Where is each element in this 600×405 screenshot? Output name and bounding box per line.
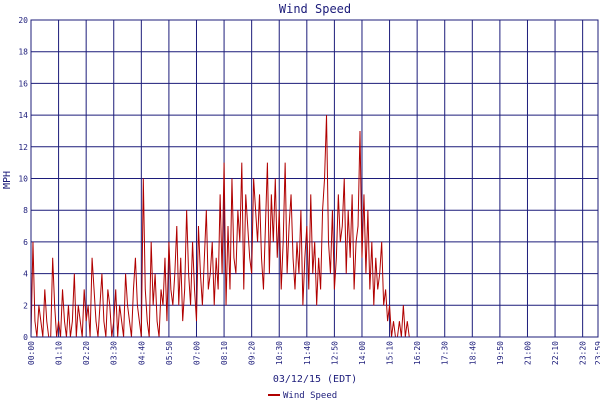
y-tick-labels: 0 2 4 6 8 10 12 14 16 18 20 — [18, 16, 28, 342]
x-tick-label: 16:20 — [413, 341, 422, 365]
x-tick-label: 12:50 — [330, 341, 339, 365]
x-tick-label: 01:10 — [55, 341, 64, 365]
x-tick-label: 09:20 — [248, 341, 257, 365]
x-tick-label: 08:10 — [220, 341, 229, 365]
x-tick-labels: 00:00 01:10 02:20 03:30 04:40 05:50 07:00 08:10… — [27, 341, 600, 365]
y-tick-label: 10 — [18, 175, 28, 184]
y-tick-label: 4 — [23, 270, 28, 279]
x-tick-label: 14:00 — [358, 341, 367, 365]
x-tick-label: 05:50 — [165, 341, 174, 365]
x-tick-label: 07:00 — [192, 341, 201, 365]
x-axis-label: 03/12/15 (EDT) — [273, 374, 357, 385]
series-layer — [30, 115, 598, 338]
plot-frame — [30, 19, 599, 338]
x-tick-label: 00:00 — [27, 341, 36, 365]
legend: Wind Speed — [268, 391, 337, 401]
y-tick-label: 20 — [18, 16, 28, 25]
x-tick-label: 11:40 — [303, 341, 312, 365]
x-tick-label: 02:20 — [82, 341, 91, 365]
x-tick-label: 15:10 — [386, 341, 395, 365]
y-tick-label: 8 — [23, 206, 28, 215]
y-tick-label: 0 — [23, 333, 28, 342]
y-tick-label: 12 — [18, 143, 28, 152]
x-tick-label: 04:40 — [137, 341, 146, 365]
chart-title: Wind Speed — [279, 2, 351, 16]
y-tick-label: 18 — [18, 48, 28, 57]
y-tick-label: 16 — [18, 79, 28, 88]
y-tick-label: 14 — [18, 111, 28, 120]
x-tick-label: 21:00 — [523, 341, 532, 365]
legend-label-wind-speed: Wind Speed — [283, 391, 337, 400]
y-tick-label: 6 — [23, 238, 28, 247]
x-tick-label: 18:40 — [468, 341, 477, 365]
x-tick-label: 10:30 — [275, 341, 284, 365]
x-tick-label: 03:30 — [110, 341, 119, 365]
x-tick-label: 17:30 — [441, 341, 450, 365]
x-tick-label: 23:20 — [579, 341, 588, 365]
y-tick-label: 2 — [23, 301, 28, 310]
x-tick-label: 19:50 — [496, 341, 505, 365]
y-axis-label: MPH — [2, 171, 13, 189]
x-tick-label: 23:59 — [594, 341, 600, 365]
x-tick-label: 22:10 — [551, 341, 560, 365]
series-line-wind-speed — [30, 115, 598, 338]
